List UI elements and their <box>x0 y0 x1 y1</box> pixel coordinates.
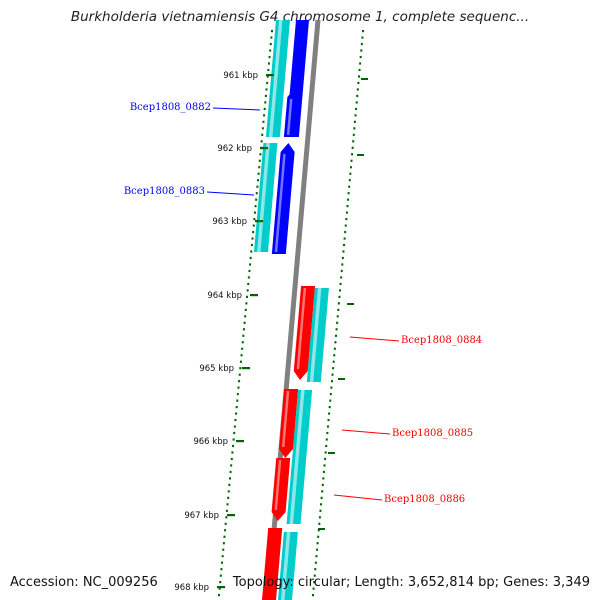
scale-tick-label: 962 kbp <box>217 144 252 154</box>
scale-tick <box>217 586 225 589</box>
gene-label: Bcep1808_0883 <box>124 186 205 197</box>
dotted-guides <box>218 30 368 597</box>
guide-dash <box>347 303 354 305</box>
label-layer: Bcep1808_0882 Bcep1808_0883 Bcep1808_0884 B… <box>124 102 482 505</box>
gene-arrow-highlight <box>281 390 290 448</box>
gene-leader-line <box>212 107 261 111</box>
guide-dash <box>318 528 325 530</box>
scale-tick-label: 961 kbp <box>223 71 258 81</box>
cds-band-highlight <box>309 288 322 382</box>
scale-tick <box>255 220 263 223</box>
guide-dash <box>357 154 364 156</box>
guide-dash <box>361 78 368 80</box>
scale-tick-label: 963 kbp <box>212 217 247 227</box>
gene-leader-line <box>341 429 391 435</box>
cds-band-highlight <box>281 532 291 600</box>
gene-label: Bcep1808_0886 <box>384 494 465 505</box>
gene-arrow <box>293 286 316 380</box>
gene-label: Bcep1808_0885 <box>392 428 473 439</box>
scale-tick <box>250 294 258 297</box>
guide-dash <box>328 452 335 454</box>
map-title: Burkholderia vietnamiensis G4 chromosome… <box>70 9 530 25</box>
guide-dash <box>338 378 345 380</box>
gene-label: Bcep1808_0882 <box>130 102 211 113</box>
gene-arrow <box>283 88 302 137</box>
gene-arrow <box>279 389 299 458</box>
gene-leader-line <box>206 191 255 196</box>
feature-layer <box>254 20 329 600</box>
cds-band-highlight <box>289 390 305 524</box>
scale-tick <box>242 367 250 370</box>
scale-tick <box>236 440 244 443</box>
cds-band-highlight <box>268 20 283 137</box>
gene-arrow <box>271 143 295 254</box>
gene-arrow <box>271 458 291 521</box>
scale-tick-label: 965 kbp <box>199 364 234 374</box>
cds-band-highlight <box>257 143 270 252</box>
scale-tick-label: 967 kbp <box>184 511 219 521</box>
gene-label: Bcep1808_0884 <box>401 335 482 346</box>
gene-arrow-highlight <box>274 459 282 511</box>
scale-tick <box>260 147 268 150</box>
right-dotted-guide <box>312 30 364 597</box>
topology-summary: Topology: circular; Length: 3,652,814 bp… <box>232 575 590 590</box>
left-dotted-guide <box>218 30 273 597</box>
scale-tick <box>266 74 274 77</box>
gene-bar-bottom <box>262 528 283 600</box>
tick-layer: 961 kbp 962 kbp 963 kbp 964 kbp 965 kbp 966 k… <box>174 71 274 593</box>
gene-arrow-highlight <box>286 98 293 136</box>
scale-tick-label: 966 kbp <box>193 437 228 447</box>
accession-text: Accession: NC_009256 <box>10 575 158 590</box>
gene-leader-line <box>349 336 400 342</box>
scale-tick <box>227 514 235 517</box>
scale-tick-label: 968 kbp <box>174 583 209 593</box>
gene-arrow-highlight <box>296 287 307 370</box>
gene-arrow-highlight <box>274 153 286 253</box>
gene-leader-line <box>333 494 383 501</box>
scale-tick-label: 964 kbp <box>207 291 242 301</box>
